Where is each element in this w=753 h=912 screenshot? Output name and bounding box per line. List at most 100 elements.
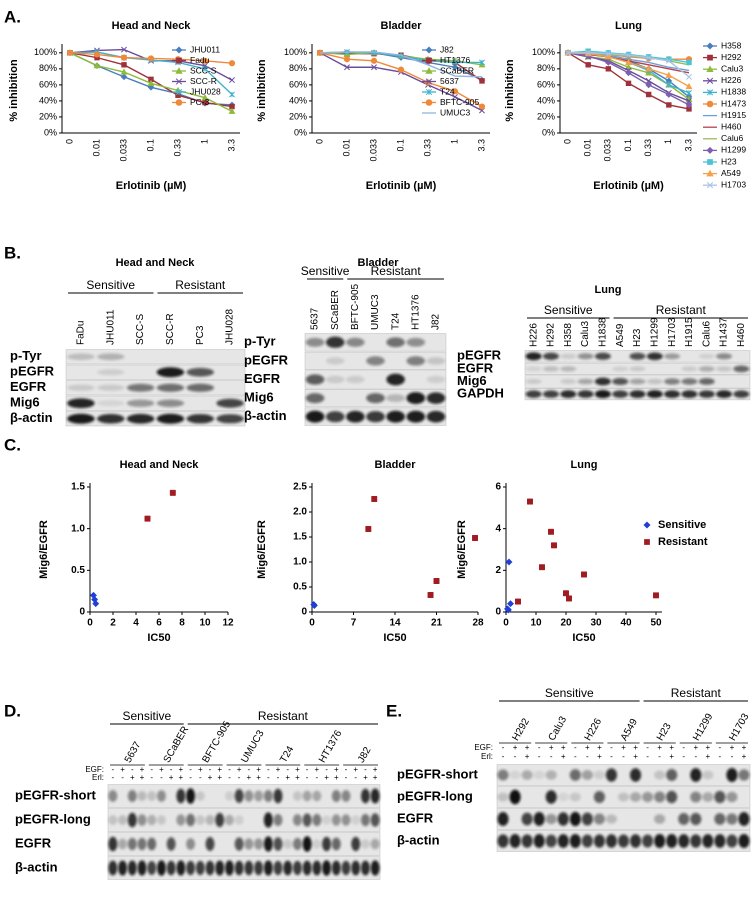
treatment-sign: - [267,773,270,782]
data-point [148,76,154,82]
data-point [686,73,692,80]
treatment-sign: + [237,765,242,774]
x-axis-label: Erlotinib (µM) [116,180,187,192]
blot-band [351,815,361,825]
blot-band [127,860,137,876]
data-point [581,571,587,578]
x-tick-label: 0 [503,618,509,629]
treatment-sign: - [502,752,505,761]
lane-label: H1437 [719,317,730,347]
treatment-sign: - [112,765,115,774]
data-point [605,59,612,66]
treatment-sign: + [730,743,735,752]
treatment-sign: + [285,773,290,782]
blot-band [224,814,234,826]
blot-band [593,834,605,848]
blot-band [497,792,509,802]
legend-label: Calu6 [721,133,743,143]
legend-marker [176,57,182,64]
blot-title: Bladder [358,257,400,269]
blot-band [254,790,264,802]
blot-band [678,834,690,848]
data-point [344,64,350,71]
blot-band [698,390,715,398]
blot-band [312,839,322,849]
treatment-sign: - [345,765,348,774]
data-point [472,535,479,541]
blot-band [244,838,254,850]
treatment-sign: - [121,773,124,782]
blot-strip [65,349,246,365]
legend-label: J82 [440,44,454,54]
treatment-sign: + [561,752,566,761]
x-tick-label: 7 [351,618,357,629]
blot-band [605,834,617,848]
group-label: Resistant [371,264,422,278]
treatment-sign: + [159,765,164,774]
x-tick-label: 40 [620,618,632,629]
blot-band [67,398,95,409]
blot-band [581,812,593,826]
blot-band [560,366,577,372]
treatment-sign: - [646,752,649,761]
blot-band [108,860,118,876]
legend-label: T24 [440,86,455,96]
data-point [686,59,692,66]
row-label: Mig6 [457,373,487,388]
chart-title: Bladder [381,20,423,32]
blot-band [137,837,147,851]
treatment-sign: - [646,743,649,752]
blot-band [254,860,264,876]
blot-band [525,390,542,398]
blot-band [560,353,577,359]
data-point [147,55,155,62]
blot-band [195,815,205,825]
blot-band [176,860,186,876]
legend-marker [425,99,433,106]
blot-band [569,811,581,827]
y-tick-label: 60% [39,79,57,89]
data-point [169,489,176,496]
y-tick-label: 2.0 [293,507,307,518]
blot-band [629,366,646,372]
blot-band [156,860,166,876]
row-label: Mig6 [244,390,274,405]
treatment-sign: + [363,773,368,782]
blot-band [137,860,147,876]
blot-band [594,352,611,360]
data-point [585,62,591,68]
treatment-sign: - [306,773,309,782]
data-point [539,564,545,571]
blot-band [147,791,157,801]
blot-band [370,813,380,827]
blot-band [302,860,312,876]
x-tick-label: 21 [431,618,443,629]
data-point [665,71,673,78]
blot-band [666,790,678,804]
treatment-sign: - [150,765,153,774]
blot-band [569,834,581,848]
row-label: Mig6 [10,395,40,410]
y-tick-label: 40% [289,95,307,105]
data-point [645,77,652,84]
blot-band [186,838,196,850]
treatment-sign: + [276,765,281,774]
treatment-sign: - [199,773,202,782]
treatment-sign: + [693,743,698,752]
y-tick-label: 2.5 [293,482,307,493]
row-label: pEGFR [10,364,55,379]
x-axis-label: IC50 [383,632,406,644]
blot-band [67,353,95,360]
group-label: Sensitive [123,709,172,723]
legend-marker [175,78,183,85]
blot-band [738,833,750,849]
blot-band [664,378,681,385]
data-point [371,64,377,71]
x-tick-label: 0.1 [623,139,633,152]
data-point [93,62,101,69]
legend-label: UMUC3 [440,107,470,117]
blot-band [497,834,509,848]
treatment-sign: + [140,773,145,782]
legend-label: Resistant [658,536,708,548]
blot-band [312,790,322,802]
